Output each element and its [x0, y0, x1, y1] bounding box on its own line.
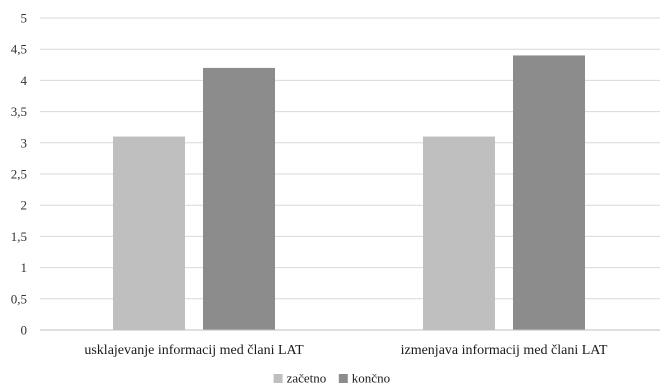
legend-swatch	[338, 374, 348, 383]
y-tick-label: 3,5	[11, 104, 27, 119]
bar-koncno-0	[203, 67, 275, 331]
legend: začetno končno	[273, 371, 390, 386]
y-tick-label: 4	[21, 73, 28, 88]
x-category-label: usklajevanje informacij med člani LAT	[84, 343, 304, 358]
legend-label: začetno	[287, 371, 327, 386]
x-category-label: izmenjava informacij med člani LAT	[401, 343, 608, 358]
legend-label: končno	[352, 371, 390, 386]
bars	[113, 55, 585, 331]
y-tick-label: 3	[21, 135, 28, 150]
legend-item-koncno: končno	[338, 371, 390, 386]
bar-zacetno-0	[113, 136, 185, 330]
y-tick-label: 4,5	[11, 42, 27, 57]
y-tick-label: 5	[21, 11, 28, 26]
bar-koncno-1	[513, 55, 585, 330]
y-tick-label: 1,5	[11, 229, 27, 244]
x-axis-category-labels: usklajevanje informacij med člani LAT izm…	[84, 343, 607, 358]
legend-swatch	[273, 374, 283, 383]
y-tick-label: 2	[21, 198, 28, 213]
y-tick-label: 0,5	[11, 291, 27, 306]
bar-zacetno-1	[423, 136, 495, 330]
y-tick-label: 1	[21, 260, 28, 275]
y-axis-tick-labels: 0 0,5 1 1,5 2 2,5 3 3,5 4 4,5 5	[11, 11, 28, 338]
y-tick-label: 0	[21, 323, 28, 338]
legend-item-zacetno: začetno	[273, 371, 327, 386]
y-tick-label: 2,5	[11, 167, 27, 182]
